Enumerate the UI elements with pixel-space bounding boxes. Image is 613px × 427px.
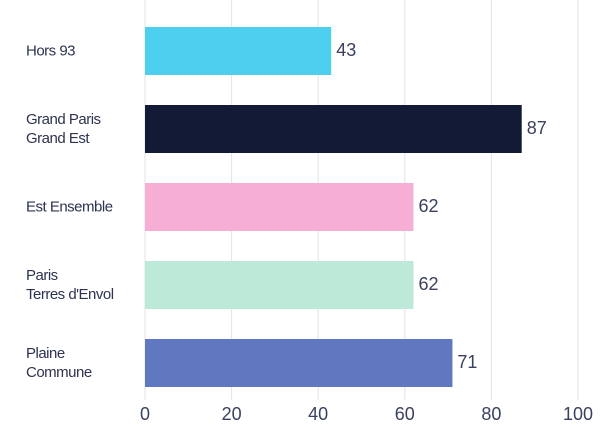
x-tick-label: 60 [395, 404, 415, 424]
x-tick-label: 40 [308, 404, 328, 424]
bar [145, 261, 414, 309]
category-label: Est Ensemble [26, 198, 113, 216]
x-tick-label: 100 [563, 404, 593, 424]
value-label: 62 [418, 274, 438, 294]
bar [145, 183, 414, 231]
value-label: 87 [527, 118, 547, 138]
x-tick-label: 20 [222, 404, 242, 424]
value-label: 43 [336, 40, 356, 60]
category-label: Grand Paris Grand Est [26, 111, 101, 147]
value-label: 62 [418, 196, 438, 216]
bar [145, 105, 522, 153]
bar [145, 27, 332, 75]
category-label: Plaine Commune [26, 345, 92, 381]
bar [145, 339, 453, 387]
value-label: 71 [457, 352, 477, 372]
category-label: Paris Terres d'Envol [26, 267, 114, 303]
x-tick-label: 0 [140, 404, 150, 424]
category-label: Hors 93 [26, 42, 76, 60]
x-tick-label: 80 [481, 404, 501, 424]
